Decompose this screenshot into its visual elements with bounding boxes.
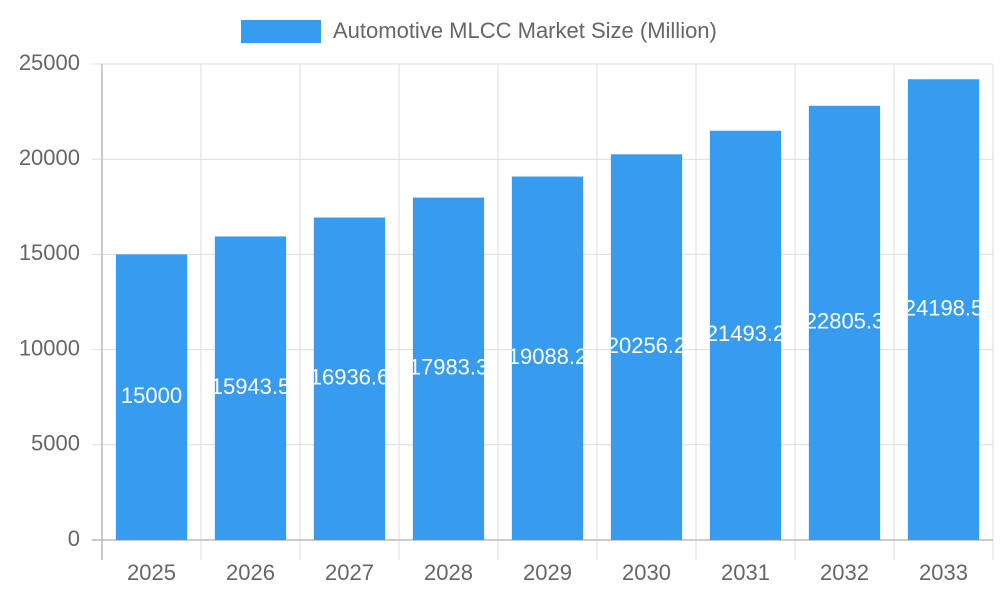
x-tick-label: 2027 <box>325 560 374 585</box>
bar <box>412 197 485 540</box>
data-label: 24198.5 <box>904 295 984 320</box>
legend-swatch <box>241 20 321 43</box>
data-label: 20256.2 <box>607 333 687 358</box>
bar <box>808 105 881 541</box>
x-tick-label: 2025 <box>127 560 176 585</box>
y-tick-label: 20000 <box>19 145 80 170</box>
bar <box>610 154 683 540</box>
data-label: 19088.2 <box>508 344 588 369</box>
bar <box>709 130 782 540</box>
data-label: 16936.6 <box>310 365 390 390</box>
bar <box>511 176 584 540</box>
bar <box>907 79 980 540</box>
data-label: 21493.2 <box>706 321 786 346</box>
y-tick-label: 25000 <box>19 50 80 75</box>
y-tick-label: 0 <box>68 526 80 551</box>
data-label: 15000 <box>121 383 182 408</box>
x-tick-label: 2031 <box>721 560 770 585</box>
x-tick-label: 2028 <box>424 560 473 585</box>
x-tick-label: 2032 <box>820 560 869 585</box>
legend-label: Automotive MLCC Market Size (Million) <box>333 18 717 43</box>
bar <box>313 217 386 540</box>
y-tick-label: 15000 <box>19 240 80 265</box>
bar <box>115 254 188 540</box>
x-tick-label: 2029 <box>523 560 572 585</box>
data-label: 15943.5 <box>211 374 291 399</box>
data-label: 17983.3 <box>409 355 489 380</box>
bar <box>214 236 287 540</box>
x-tick-label: 2026 <box>226 560 275 585</box>
y-tick-label: 10000 <box>19 335 80 360</box>
x-tick-label: 2033 <box>919 560 968 585</box>
data-label: 22805.3 <box>805 309 885 334</box>
x-tick-label: 2030 <box>622 560 671 585</box>
y-tick-label: 5000 <box>31 431 80 456</box>
